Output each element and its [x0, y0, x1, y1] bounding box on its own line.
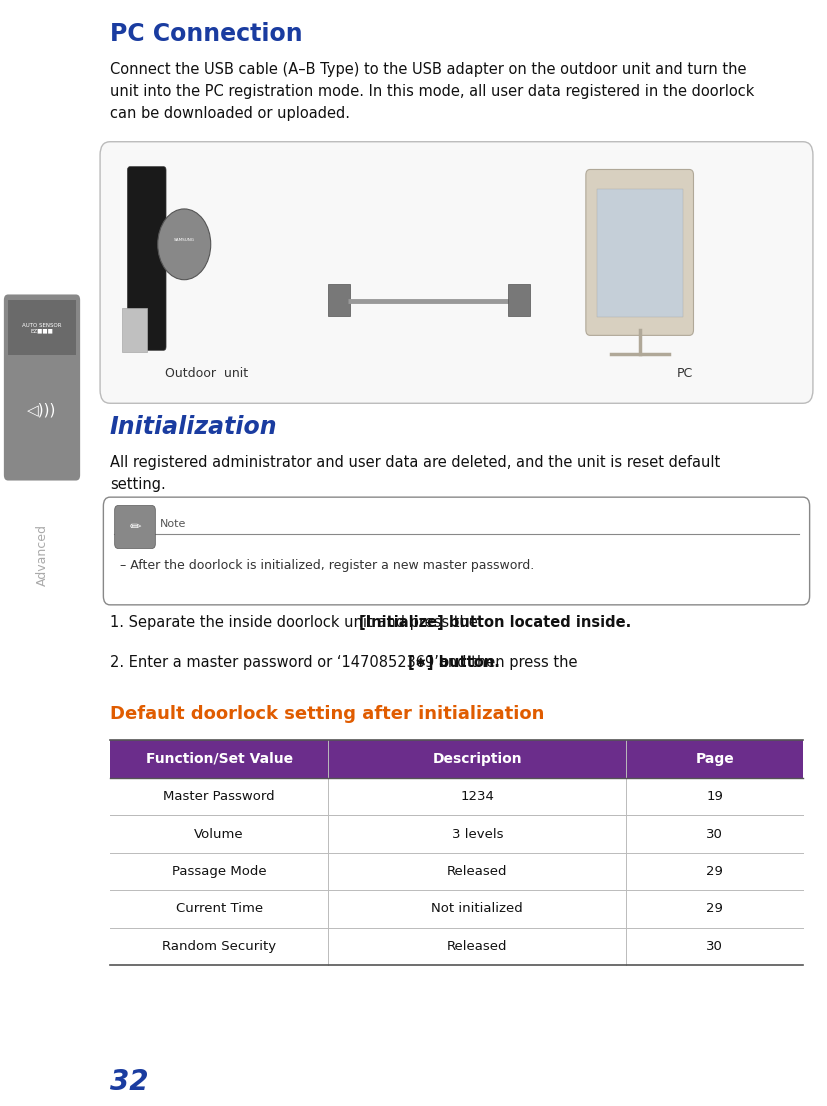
FancyBboxPatch shape [4, 294, 80, 480]
Text: Note: Note [160, 519, 186, 529]
Text: Function/Set Value: Function/Set Value [146, 752, 293, 766]
Bar [110, 928, 802, 966]
FancyBboxPatch shape [100, 142, 812, 404]
Text: 29: 29 [705, 865, 722, 878]
Text: 32: 32 [110, 1068, 148, 1096]
Text: EZAAA: EZAAA [26, 325, 58, 334]
Text: All registered administrator and user data are deleted, and the unit is reset de: All registered administrator and user da… [110, 455, 719, 470]
Text: Volume: Volume [194, 827, 244, 841]
Text: Passage Mode: Passage Mode [172, 865, 266, 878]
Text: 30: 30 [705, 940, 722, 952]
Text: Initialization: Initialization [110, 415, 277, 439]
Text: ◁))): ◁))) [27, 403, 56, 417]
FancyBboxPatch shape [508, 284, 529, 316]
Text: Master Password: Master Password [163, 790, 275, 803]
Text: 3 levels: 3 levels [451, 827, 503, 841]
Text: ✏: ✏ [129, 520, 141, 534]
Text: Page: Page [695, 752, 733, 766]
Text: Advanced: Advanced [36, 524, 49, 586]
Text: 19: 19 [705, 790, 722, 803]
Text: Random Security: Random Security [162, 940, 276, 952]
Text: Description: Description [432, 752, 522, 766]
Text: unit into the PC registration mode. In this mode, all user data registered in th: unit into the PC registration mode. In t… [110, 84, 753, 100]
Text: Outdoor  unit: Outdoor unit [165, 367, 248, 380]
Text: Connect the USB cable (A–B Type) to the USB adapter on the outdoor unit and turn: Connect the USB cable (A–B Type) to the … [110, 62, 746, 77]
Bar [596, 189, 682, 316]
Text: PC Connection: PC Connection [110, 22, 302, 46]
Text: [Initialize] button located inside.: [Initialize] button located inside. [359, 615, 631, 630]
Bar [110, 778, 802, 815]
Text: Released: Released [447, 865, 507, 878]
Text: PC: PC [676, 367, 692, 380]
Bar [122, 309, 146, 353]
Text: AUTO SENSOR
EZ■■■: AUTO SENSOR EZ■■■ [22, 323, 62, 333]
FancyBboxPatch shape [586, 169, 693, 335]
Text: 30: 30 [705, 827, 722, 841]
Bar [110, 853, 802, 890]
Text: 29: 29 [705, 902, 722, 916]
Bar [110, 740, 802, 778]
FancyBboxPatch shape [103, 498, 809, 605]
Text: – After the doorlock is initialized, register a new master password.: – After the doorlock is initialized, reg… [120, 559, 533, 572]
Text: 1234: 1234 [460, 790, 494, 803]
FancyBboxPatch shape [115, 505, 155, 549]
Text: 2. Enter a master password or ‘1470852369’and then press the: 2. Enter a master password or ‘147085236… [110, 655, 581, 670]
Text: Default doorlock setting after initialization: Default doorlock setting after initializ… [110, 705, 543, 723]
Bar [110, 890, 802, 928]
Text: SAMSUNG: SAMSUNG [174, 238, 194, 242]
Text: can be downloaded or uploaded.: can be downloaded or uploaded. [110, 106, 350, 121]
Text: Current Time: Current Time [175, 902, 262, 916]
Bar [110, 815, 802, 853]
FancyBboxPatch shape [127, 167, 166, 351]
Text: Released: Released [447, 940, 507, 952]
Text: setting.: setting. [110, 477, 165, 492]
Text: [∗] button.: [∗] button. [408, 655, 500, 670]
Bar [8, 300, 76, 355]
Text: 1. Separate the inside doorlock unit and press the: 1. Separate the inside doorlock unit and… [110, 615, 482, 630]
Circle shape [158, 209, 211, 280]
Text: Not initialized: Not initialized [431, 902, 523, 916]
FancyBboxPatch shape [328, 284, 350, 316]
